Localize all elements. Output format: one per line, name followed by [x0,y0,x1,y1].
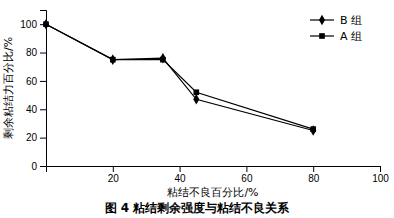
x-axis-tick: 80 [308,166,320,184]
x-axis-tick-mark [380,166,381,172]
x-axis-tick-label: 60 [241,173,253,184]
x-axis: 20 40 60 80 100 [47,166,390,184]
y-axis-tick: 100 [20,19,46,30]
y-axis-tick-mark [40,81,46,82]
y-axis-tick-mark [40,138,46,139]
y-axis-tick-label: 40 [26,104,38,115]
plot: 20 40 60 80 100 0 20 40 60 80 100 粘结不良百分比/% 剩余粘结力百分比… [2,11,389,200]
series-point [160,53,166,64]
legend-label: A 组 [340,30,362,43]
x-axis-tick-label: 40 [175,173,187,184]
chart: 20 40 60 80 100 0 20 40 60 80 100 粘结不良百分比/% 剩余粘结力百分比… [0,0,394,218]
legend-item: B 组 [310,14,362,27]
x-axis-tick-label: 20 [108,173,120,184]
y-axis-tick: 80 [26,47,46,58]
y-axis-tick-label: 80 [26,47,38,58]
x-axis-tick-mark [313,166,314,172]
series [43,21,316,132]
y-axis-tick-label: 0 [31,161,37,172]
series-point [43,19,49,30]
x-axis-tick: 100 [372,166,389,184]
y-axis-tick: 60 [26,76,46,87]
x-axis-tick-label: 80 [308,173,320,184]
series-point [193,94,199,105]
x-axis-tick-mark [246,166,247,172]
x-axis-tick: 40 [175,166,187,184]
legend-label: B 组 [340,14,362,27]
y-axis: 0 20 40 60 80 100 [20,11,46,172]
y-axis-tick-label: 100 [20,19,37,30]
x-axis-line [47,167,381,173]
legend-swatch-marker [319,15,325,26]
x-axis-tick-mark [113,166,114,172]
series-line [46,24,313,129]
y-axis-tick-label: 60 [26,76,38,87]
title: 图 4 粘结剩余强度与粘结不良关系 [105,201,291,215]
legend: B 组 A 组 [310,14,362,43]
y-axis-tick: 0 [31,161,46,172]
legend-swatch-marker [319,33,325,39]
y-axis-tick: 40 [26,104,46,115]
marks [43,19,316,136]
y-axis-tick-mark [40,109,46,110]
y-axis-title: 剩余粘结力百分比/% [2,37,15,139]
x-axis-tick: 20 [108,166,120,184]
x-axis-tick-label: 100 [372,173,389,184]
y-axis-tick-mark [40,53,46,54]
y-axis-line [40,11,47,167]
series-point [110,54,116,65]
y-axis-tick-mark [40,166,46,167]
legend-item: A 组 [310,30,362,43]
series-point [310,125,316,136]
series-line [46,24,313,130]
x-axis-title: 粘结不良百分比/% [167,186,258,199]
x-axis-tick-mark [180,166,181,172]
series [43,19,316,136]
x-axis-tick: 60 [241,166,253,184]
y-axis-tick-label: 20 [26,132,38,143]
y-axis-tick: 20 [26,132,46,143]
